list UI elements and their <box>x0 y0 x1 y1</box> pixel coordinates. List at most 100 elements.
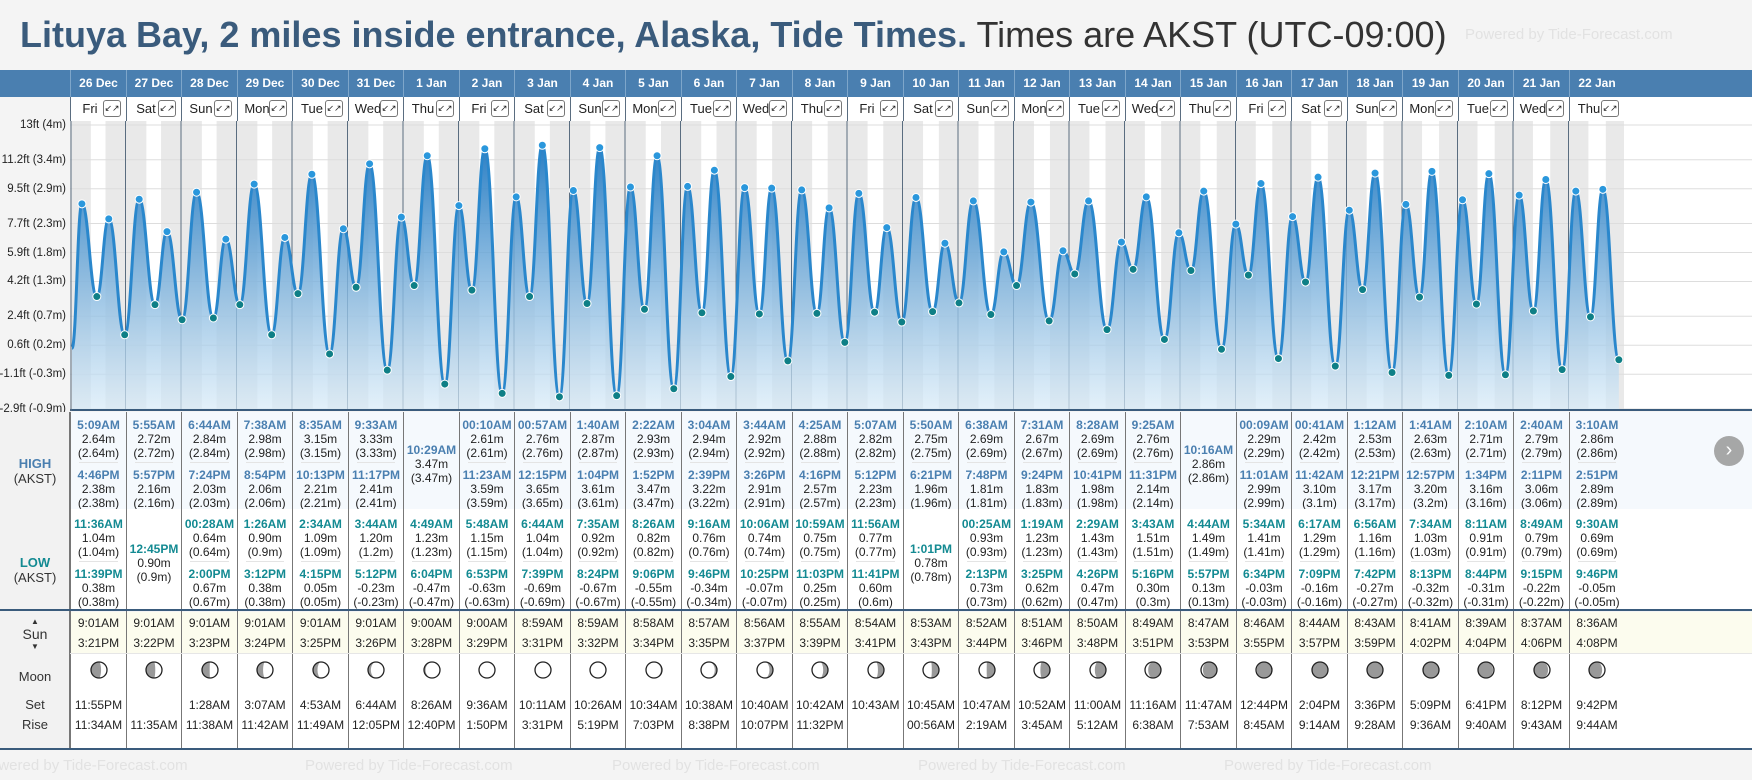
moonset-time: 2:04PM <box>1298 698 1341 712</box>
tide-height-alt: (2.79m) <box>1520 446 1563 460</box>
high-tide-event: 11:23AM 3.59m (3.59m) <box>460 468 514 509</box>
tide-height: 2.64m <box>81 432 116 446</box>
expand-icon[interactable]: ↙↗ <box>713 100 731 117</box>
tide-height: 0.38m <box>248 581 282 595</box>
low-tide-point <box>582 299 592 309</box>
low-tide-cell: 1:01PM 0.78m (0.78m) <box>903 509 958 609</box>
tide-height-alt: (0.67m) <box>188 595 231 609</box>
cell-separator <box>1245 561 1283 562</box>
tide-height-alt: (1.04m) <box>77 545 120 559</box>
high-tide-point <box>1427 166 1437 176</box>
expand-icon[interactable]: ↙↗ <box>991 100 1009 117</box>
low-tide-event: 00:28AM 0.64m (0.64m) <box>182 517 237 559</box>
moonset-time: 3:36PM <box>1354 698 1396 712</box>
sunset-time: 3:32PM <box>577 636 619 650</box>
moon-phase-icon <box>922 661 940 679</box>
moonset-time: 9:36AM <box>466 698 508 712</box>
high-tide-cell: 1:41AM 2.63m (2.63m) 12:57PM 3.20m (3.2m) <box>1402 412 1458 509</box>
tide-height: 3.22m <box>692 482 726 496</box>
moonrise-time: 9:36AM <box>1409 718 1452 732</box>
sunrise-time: 9:01AM <box>133 616 175 630</box>
expand-icon[interactable]: ↙↗ <box>158 100 176 117</box>
moon-phase-icon <box>533 661 552 679</box>
moon-cell: 10:45AM 00:56AM <box>903 654 958 748</box>
tide-time: 1:41AM <box>1409 418 1452 432</box>
expand-icon[interactable]: ↙↗ <box>1268 100 1286 117</box>
row-bg-lo <box>70 509 1752 611</box>
weekday-cell: Sun ↙↗ <box>181 97 237 121</box>
tide-time: 7:39PM <box>521 567 564 581</box>
tide-height: 0.74m <box>747 531 782 545</box>
expand-icon[interactable]: ↙↗ <box>1490 100 1508 117</box>
tide-time: 4:16PM <box>798 468 842 482</box>
expand-icon[interactable]: ↙↗ <box>602 100 620 117</box>
high-tide-event: 1:12AM 2.53m (2.53m) <box>1348 418 1402 460</box>
tide-time: 7:35AM <box>576 517 620 531</box>
expand-icon[interactable]: ↙↗ <box>1046 100 1064 117</box>
weekday-cell: Fri ↙↗ <box>70 97 126 121</box>
expand-icon[interactable]: ↙↗ <box>380 100 398 117</box>
tide-height-alt: (-0.31m) <box>1463 595 1509 609</box>
sunset-time: 3:37PM <box>743 636 786 650</box>
moonrise-time: 11:38AM <box>185 718 234 732</box>
low-tide-point <box>1444 370 1454 380</box>
low-tide-point <box>1044 316 1054 326</box>
tide-time: 3:10AM <box>1575 418 1619 432</box>
cell-separator <box>856 561 895 562</box>
weekday-label: Fri <box>1248 101 1264 116</box>
cell-separator <box>523 462 562 463</box>
expand-icon[interactable]: ↙↗ <box>1102 100 1120 117</box>
expand-icon[interactable]: ↙↗ <box>1601 100 1619 117</box>
tide-time: 6:34PM <box>1242 567 1286 581</box>
moon-cell: 10:34AM 7:03PM <box>625 654 681 748</box>
expand-icon[interactable]: ↙↗ <box>824 100 842 117</box>
expand-icon[interactable]: ↙↗ <box>269 100 287 117</box>
next-arrow-button[interactable]: › <box>1714 436 1744 466</box>
tide-height-alt: (3.61m) <box>577 496 619 509</box>
cell-separator <box>1023 561 1061 562</box>
tide-time: 3:43AM <box>1131 517 1175 531</box>
expand-icon[interactable]: ↙↗ <box>547 100 565 117</box>
expand-icon[interactable]: ↙↗ <box>103 100 121 117</box>
expand-icon[interactable]: ↙↗ <box>214 100 232 117</box>
tide-height-alt: (2.76m) <box>521 446 564 460</box>
tide-time: 8:26AM <box>632 517 675 531</box>
cell-separator <box>579 462 617 463</box>
high-tide-cell: 5:07AM 2.82m (2.82m) 5:12PM 2.23m (2.23m) <box>847 412 903 509</box>
tide-time: 4:15PM <box>299 567 342 581</box>
high-tide-event: 12:21PM 3.17m (3.17m) <box>1348 468 1402 509</box>
expand-icon[interactable]: ↙↗ <box>769 100 787 117</box>
expand-icon[interactable]: ↙↗ <box>1157 100 1175 117</box>
expand-icon[interactable]: ↙↗ <box>1324 100 1342 117</box>
expand-icon[interactable]: ↙↗ <box>1546 100 1564 117</box>
cell-separator <box>967 561 1006 562</box>
weekday-cell: Thu ↙↗ <box>1569 97 1624 121</box>
expand-icon[interactable]: ↙↗ <box>1213 100 1231 117</box>
tide-height-alt: (2.86m) <box>1187 471 1230 485</box>
tide-time: 9:24PM <box>1020 468 1064 482</box>
sun-cell: 8:59AM 3:31PM <box>514 611 570 653</box>
moon-cell: 2:04PM 9:14AM <box>1291 654 1347 748</box>
low-tide-point <box>409 281 419 291</box>
tide-height: 2.03m <box>192 482 227 496</box>
expand-icon[interactable]: ↙↗ <box>880 100 898 117</box>
weekday-label: Mon <box>632 101 658 116</box>
tide-height-alt: (-0.47m) <box>408 595 455 609</box>
moonrise-time: 1:50PM <box>466 718 508 732</box>
low-tide-cell: 9:30AM 0.69m (0.69m) 9:46PM -0.05m (-0.05m) <box>1569 509 1624 609</box>
tide-height: 2.91m <box>747 482 782 496</box>
expand-icon[interactable]: ↙↗ <box>1435 100 1453 117</box>
tide-height: 3.47m <box>414 457 449 471</box>
low-tide-event: 9:16AM 0.76m (0.76m) <box>682 517 736 559</box>
expand-icon[interactable]: ↙↗ <box>491 100 509 117</box>
expand-icon[interactable]: ↙↗ <box>325 100 343 117</box>
expand-icon[interactable]: ↙↗ <box>1379 100 1397 117</box>
moon-cell: 6:44AM 12:05PM <box>348 654 403 748</box>
tide-height: -0.05m <box>1578 581 1616 595</box>
cell-separator <box>1522 561 1561 562</box>
expand-icon[interactable]: ↙↗ <box>658 100 676 117</box>
tide-height: 0.25m <box>803 581 837 595</box>
expand-icon[interactable]: ↙↗ <box>436 100 454 117</box>
expand-icon[interactable]: ↙↗ <box>935 100 953 117</box>
moon-phase-icon <box>1477 661 1495 679</box>
